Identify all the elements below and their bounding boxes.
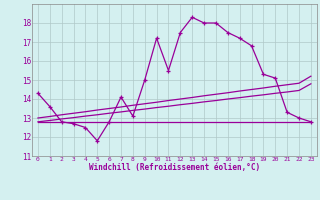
X-axis label: Windchill (Refroidissement éolien,°C): Windchill (Refroidissement éolien,°C) (89, 163, 260, 172)
